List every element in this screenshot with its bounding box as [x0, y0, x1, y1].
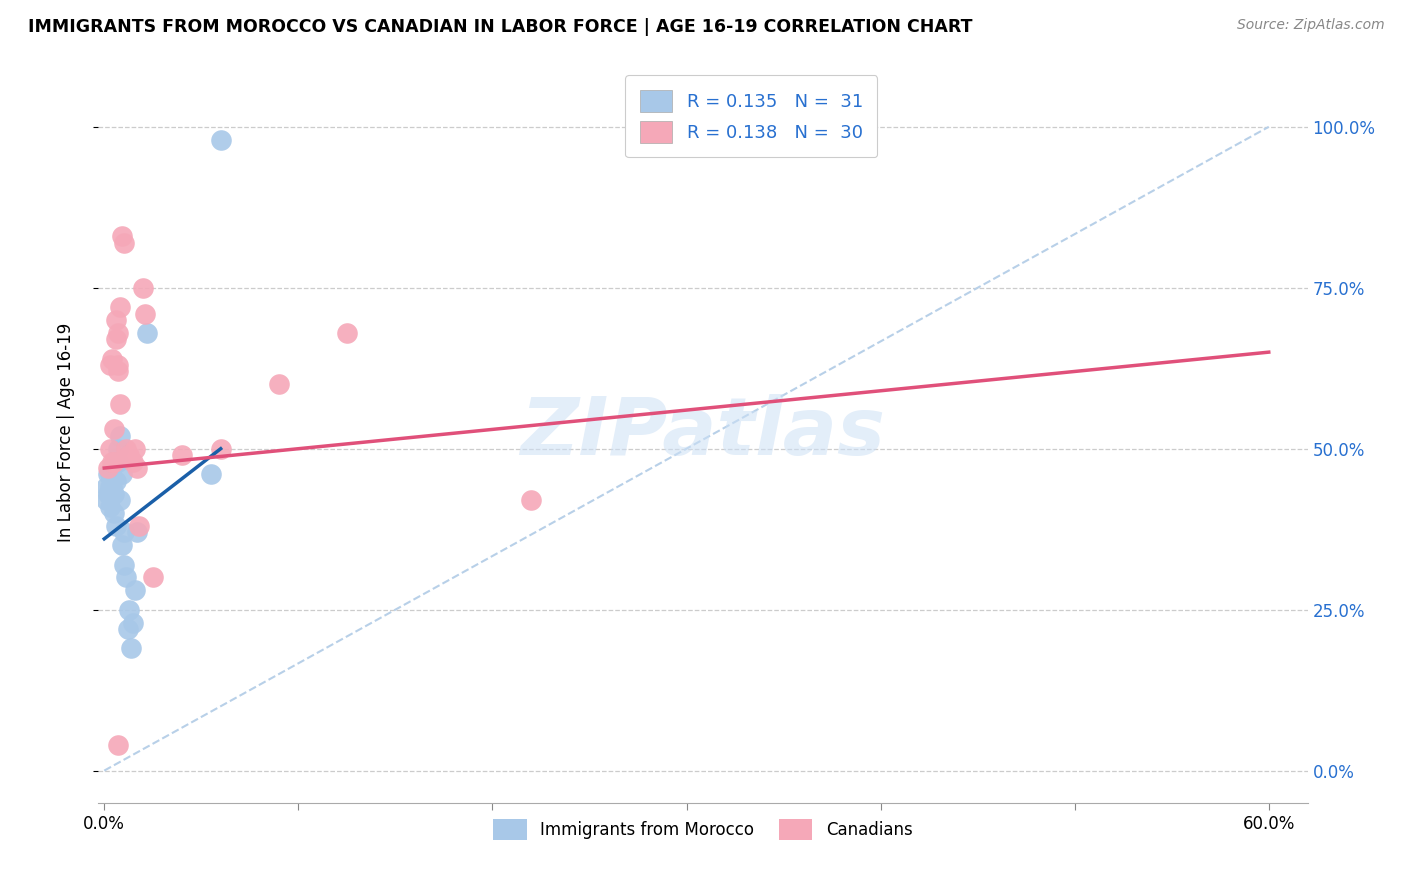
Point: [107, 454, 129, 468]
Point: [142, 570, 165, 584]
Point: [103, 506, 125, 520]
Point: [127, 461, 149, 475]
Point: [97, 461, 120, 475]
Point: [107, 358, 129, 372]
Point: [122, 454, 145, 468]
Point: [107, 442, 129, 456]
Point: [209, 442, 232, 456]
Text: IMMIGRANTS FROM MOROCCO VS CANADIAN IN LABOR FORCE | AGE 16-19 CORRELATION CHART: IMMIGRANTS FROM MOROCCO VS CANADIAN IN L…: [28, 18, 973, 36]
Point: [128, 519, 150, 533]
Point: [98, 467, 121, 482]
Text: Source: ZipAtlas.com: Source: ZipAtlas.com: [1237, 18, 1385, 32]
Point: [136, 326, 159, 340]
Point: [127, 525, 149, 540]
Point: [111, 538, 134, 552]
Point: [267, 377, 290, 392]
Point: [96, 493, 118, 508]
Point: [103, 487, 125, 501]
Point: [108, 493, 131, 508]
Point: [104, 474, 127, 488]
Point: [200, 467, 222, 482]
Y-axis label: In Labor Force | Age 16-19: In Labor Force | Age 16-19: [56, 323, 75, 542]
Point: [101, 480, 124, 494]
Point: [98, 358, 121, 372]
Point: [96, 480, 118, 494]
Point: [209, 133, 232, 147]
Point: [103, 422, 125, 436]
Point: [336, 326, 359, 340]
Point: [108, 397, 131, 411]
Point: [104, 332, 127, 346]
Point: [114, 570, 136, 584]
Point: [170, 448, 193, 462]
Point: [97, 467, 120, 482]
Point: [132, 281, 155, 295]
Point: [104, 313, 127, 327]
Point: [98, 442, 121, 456]
Point: [112, 235, 135, 250]
Point: [108, 429, 131, 443]
Point: [117, 622, 139, 636]
Point: [112, 558, 135, 572]
Point: [122, 615, 145, 630]
Point: [104, 519, 127, 533]
Point: [107, 326, 129, 340]
Point: [97, 487, 120, 501]
Point: [134, 306, 156, 320]
Legend: Immigrants from Morocco, Canadians: Immigrants from Morocco, Canadians: [486, 813, 920, 847]
Point: [124, 442, 146, 456]
Point: [111, 467, 134, 482]
Point: [114, 442, 136, 456]
Point: [108, 300, 131, 314]
Point: [101, 351, 124, 366]
Point: [107, 738, 129, 752]
Point: [101, 454, 124, 468]
Point: [107, 364, 129, 378]
Point: [118, 448, 141, 462]
Point: [111, 229, 134, 244]
Point: [101, 461, 124, 475]
Point: [112, 525, 135, 540]
Point: [520, 493, 543, 508]
Text: ZIPatlas: ZIPatlas: [520, 393, 886, 472]
Point: [120, 641, 142, 656]
Point: [124, 583, 146, 598]
Point: [98, 480, 121, 494]
Point: [103, 454, 125, 468]
Point: [98, 500, 121, 514]
Point: [118, 602, 141, 616]
